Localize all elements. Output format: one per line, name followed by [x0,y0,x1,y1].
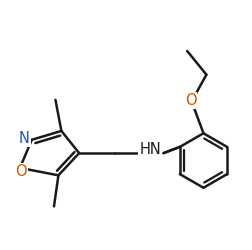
Text: O: O [184,93,196,108]
Text: O: O [15,164,26,179]
Text: HN: HN [139,142,161,157]
Text: N: N [19,131,30,146]
